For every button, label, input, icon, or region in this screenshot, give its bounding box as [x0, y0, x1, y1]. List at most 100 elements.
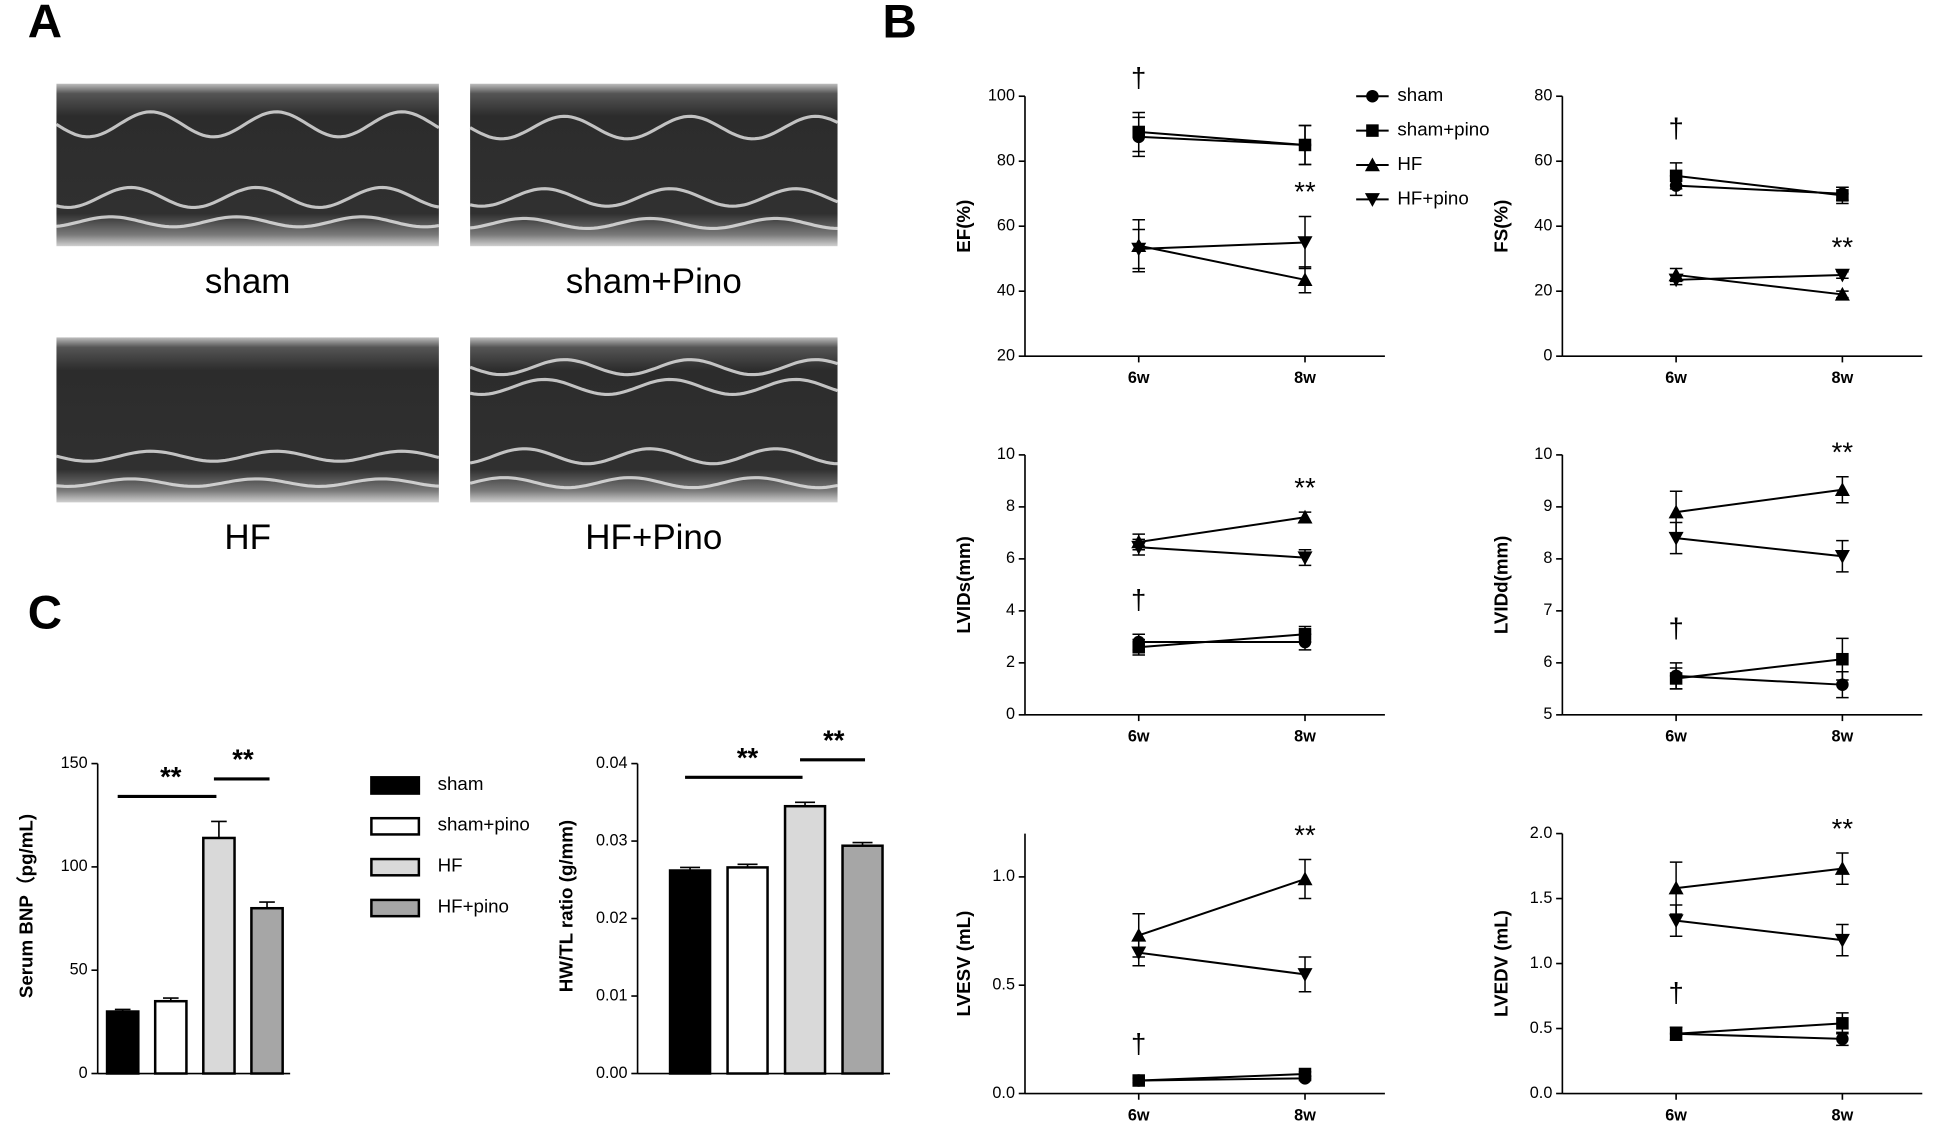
y-tick-label: 0.01 — [596, 986, 628, 1004]
legend-swatch — [370, 816, 421, 836]
marker — [1131, 540, 1147, 555]
y-tick-label: 100 — [61, 857, 88, 875]
marker — [1668, 531, 1684, 546]
y-tick-label: 2 — [1006, 653, 1015, 671]
annotation: ** — [160, 761, 182, 792]
y-tick-label: 20 — [997, 346, 1015, 364]
legend-label: sham+pino — [1397, 119, 1489, 140]
series-line — [1676, 1032, 1843, 1040]
echo-wave — [56, 215, 440, 229]
marker — [1297, 968, 1313, 982]
bar — [841, 844, 884, 1075]
series-line — [1675, 488, 1843, 514]
echo-wave — [469, 358, 838, 377]
annotation: † — [1131, 584, 1146, 615]
bar — [202, 836, 236, 1075]
annotation: † — [1668, 977, 1683, 1008]
panel-label: A — [28, 0, 62, 49]
series-line — [1676, 273, 1843, 281]
marker — [1297, 551, 1313, 566]
y-tick-label: 80 — [1534, 87, 1552, 105]
annotation: ** — [1294, 176, 1316, 207]
marker — [1132, 1074, 1145, 1087]
y-tick-label: 0.02 — [596, 909, 628, 927]
series-line — [1138, 130, 1306, 146]
annotation: ** — [737, 742, 759, 773]
marker — [1834, 482, 1850, 496]
marker — [1297, 509, 1313, 524]
echo-wave — [56, 185, 440, 210]
echo-wave — [469, 187, 839, 208]
legend-swatch — [370, 776, 421, 795]
marker — [1131, 946, 1147, 961]
y-tick-label: 100 — [988, 87, 1015, 105]
panel-label: C — [28, 587, 62, 640]
y-tick-label: 0.00 — [596, 1064, 628, 1082]
echo-label: HF — [224, 518, 271, 557]
legend-label: HF — [438, 855, 463, 876]
annotation: † — [1668, 613, 1683, 644]
marker — [1669, 672, 1683, 685]
marker — [1836, 189, 1849, 202]
echo-image — [56, 337, 439, 503]
echo-wave — [56, 477, 439, 488]
x-tick-label: 6w — [1128, 1106, 1150, 1124]
x-tick-label: 6w — [1665, 1106, 1687, 1124]
x-tick-label: 6w — [1128, 728, 1150, 746]
y-tick-label: 1.5 — [1530, 889, 1553, 907]
y-axis-label: LVESV (mL) — [953, 911, 974, 1017]
bar — [668, 869, 712, 1075]
annotation: ** — [1832, 231, 1854, 262]
y-tick-label: 60 — [997, 216, 1015, 234]
y-axis-label: LVEDV (mL) — [1490, 910, 1511, 1017]
x-tick-label: 8w — [1294, 1106, 1316, 1124]
marker — [1132, 641, 1145, 654]
y-axis-label: Serum BNP（pg/mL) — [16, 814, 37, 998]
legend-marker — [1366, 124, 1379, 137]
y-axis-label: LVIDs(mm) — [953, 536, 974, 634]
y-tick-label: 6 — [1543, 653, 1552, 671]
legend-label: sham — [1397, 84, 1443, 105]
marker — [1836, 678, 1849, 691]
echo-label: HF+Pino — [585, 518, 722, 557]
y-tick-label: 0 — [1006, 705, 1015, 723]
y-tick-label: 4 — [1006, 601, 1015, 619]
series-line — [1675, 658, 1843, 680]
annotation: † — [1131, 1028, 1146, 1059]
series-line — [1138, 951, 1306, 976]
echo-label: sham — [205, 262, 291, 301]
echo-wave — [469, 216, 838, 231]
echo-image — [470, 83, 838, 247]
y-tick-label: 0.0 — [992, 1084, 1015, 1102]
series-line — [1138, 244, 1306, 281]
series-line — [1675, 537, 1843, 558]
y-tick-label: 150 — [61, 754, 88, 772]
y-tick-label: 40 — [997, 281, 1015, 299]
marker — [1834, 550, 1850, 564]
echo-image — [470, 337, 838, 503]
x-tick-label: 6w — [1128, 369, 1150, 387]
marker — [1669, 1027, 1683, 1040]
series-line — [1138, 878, 1306, 937]
y-axis-label: FS(%) — [1490, 200, 1511, 253]
legend-label: HF — [1397, 153, 1422, 174]
marker — [1668, 273, 1684, 288]
legend-label: sham — [438, 773, 484, 794]
marker — [1668, 504, 1684, 519]
y-tick-label: 1.0 — [992, 867, 1015, 885]
bar — [153, 999, 188, 1075]
legend-marker — [1366, 89, 1379, 103]
marker — [1836, 1032, 1849, 1046]
echo-image — [56, 83, 439, 247]
marker — [1131, 927, 1147, 942]
panel-label: B — [883, 0, 917, 49]
y-tick-label: 80 — [997, 152, 1015, 170]
marker — [1669, 169, 1683, 183]
series-line — [1138, 1073, 1306, 1082]
echo-label: sham+Pino — [566, 262, 742, 301]
series-line — [1675, 919, 1843, 942]
x-tick-label: 8w — [1832, 1106, 1854, 1124]
marker — [1132, 125, 1145, 139]
annotation: ** — [1294, 472, 1316, 503]
bar — [783, 804, 827, 1075]
